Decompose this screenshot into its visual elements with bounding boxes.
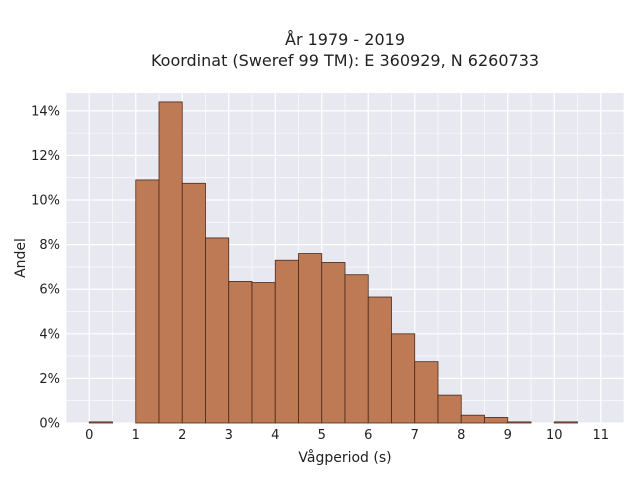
x-tick-label: 10 [546,428,563,443]
histogram-bar [437,394,462,424]
x-tick-label: 8 [457,428,465,443]
x-tick-label: 0 [85,428,93,443]
histogram-bar [88,421,113,424]
histogram-bar [367,296,392,424]
histogram-bar [135,179,160,424]
histogram-bar [507,421,532,424]
x-tick-label: 6 [364,428,372,443]
histogram-bar [251,282,276,424]
histogram-bars [88,101,578,424]
histogram-bar [414,361,439,424]
x-tick-label: 9 [504,428,512,443]
y-tick-label: 8% [39,238,60,253]
histogram-bar [298,253,323,424]
y-tick-label: 4% [39,327,60,342]
histogram-bar [274,259,299,424]
chart-title-line2: Koordinat (Sweref 99 TM): E 360929, N 62… [151,51,539,70]
histogram-bar [484,417,509,424]
histogram-bar [321,262,346,424]
x-axis-label: Vågperiod (s) [298,449,391,466]
x-tick-label: 4 [271,428,279,443]
x-tick-label: 3 [225,428,233,443]
x-axis-ticks: 0 1 2 3 4 5 6 7 8 9 10 11 [85,428,609,443]
x-tick-label: 7 [411,428,419,443]
x-tick-label: 11 [592,428,609,443]
y-tick-label: 2% [39,372,60,387]
histogram-bar [158,101,183,424]
y-tick-label: 12% [31,149,60,164]
histogram-bar [460,414,485,424]
y-tick-label: 10% [31,194,60,209]
chart-title-line1: År 1979 - 2019 [285,30,405,49]
histogram-bar [181,182,206,424]
histogram-bar [205,237,230,424]
histogram-bar [391,333,416,424]
y-tick-label: 14% [31,104,60,119]
x-tick-label: 2 [178,428,186,443]
histogram-bar [553,421,578,424]
x-tick-label: 1 [132,428,140,443]
y-axis-label: Andel [13,238,29,278]
x-tick-label: 5 [318,428,326,443]
histogram-bar [344,274,369,424]
histogram-bar [228,281,253,424]
y-axis-ticks: 0% 2% 4% 6% 8% 10% 12% 14% [31,104,60,431]
y-tick-label: 0% [39,417,60,432]
y-tick-label: 6% [39,283,60,298]
